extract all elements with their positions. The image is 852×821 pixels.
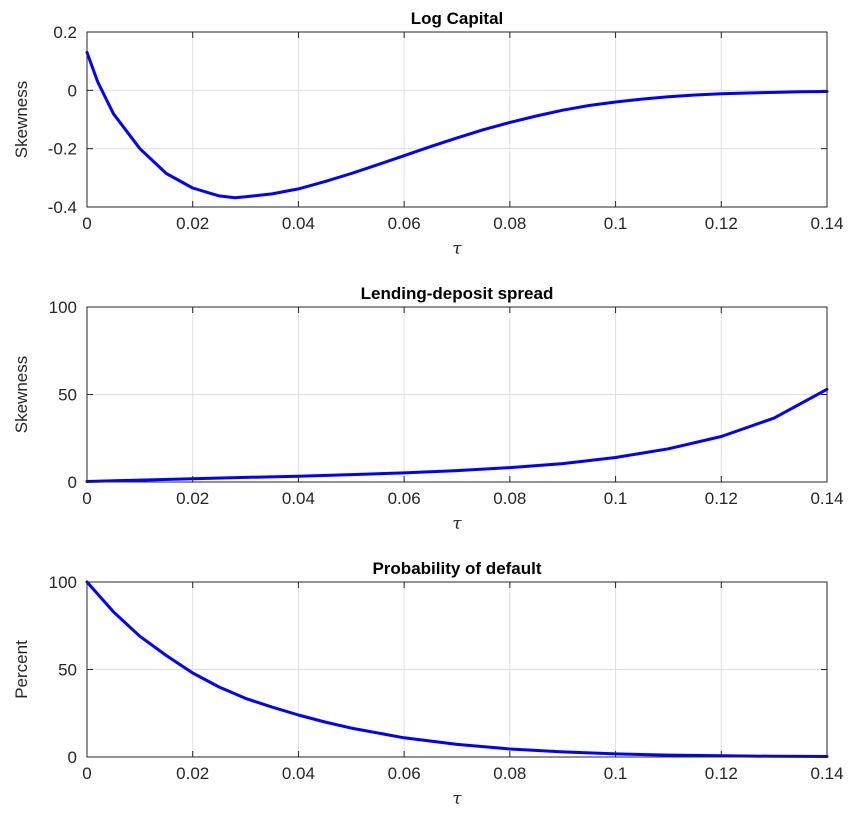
y-axis-label: Skewness [12,356,31,433]
x-tick-label: 0 [82,764,91,783]
x-tick-label: 0.1 [604,214,628,233]
x-axis-label: τ [452,239,462,259]
series-line [85,387,829,483]
x-tick-label: 0.1 [604,764,628,783]
y-axis-label: Percent [12,640,31,699]
x-tick-label: 0.1 [604,489,628,508]
x-tick-label: 0.04 [282,214,315,233]
x-tick-label: 0.14 [810,214,843,233]
x-tick-label: 0.06 [388,489,421,508]
subplot-3: 0 0.02 0.04 0.06 0.08 0.1 0.12 0.14 0 50 100 Probab… [12,559,844,809]
x-tick-label: 0.12 [705,214,738,233]
x-tick-label: 0.08 [493,214,526,233]
x-tick-label: 0.06 [388,764,421,783]
x-tick-label: 0.04 [282,489,315,508]
y-tick-label: -0.4 [48,198,77,217]
y-tick-label: 100 [49,298,77,317]
y-tick-label: 100 [49,573,77,592]
y-tick-label: 0 [68,81,77,100]
chart-title: Lending-deposit spread [361,284,554,303]
subplot-2: 0 0.02 0.04 0.06 0.08 0.1 0.12 0.14 0 50 100 Lendin… [12,284,844,534]
y-tick-label: 50 [58,386,77,405]
x-tick-label: 0.02 [176,489,209,508]
x-tick-label: 0 [82,214,91,233]
x-tick-label: 0.06 [388,214,421,233]
series-line [85,580,829,758]
x-tick-label: 0.08 [493,764,526,783]
y-tick-label: -0.2 [48,140,77,159]
x-axis-label: τ [452,789,462,809]
series-line [85,50,829,200]
y-axis-label: Skewness [12,81,31,158]
y-tick-label: 0 [68,748,77,767]
subplot-1: 0 0.02 0.04 0.06 0.08 0.1 0.12 0.14 -0.4 -0.2 0 0.2… [12,9,844,259]
x-tick-label: 0.04 [282,764,315,783]
y-tick-label: 0 [68,473,77,492]
x-tick-label: 0.02 [176,214,209,233]
y-tick-label: 0.2 [53,23,77,42]
y-tick-label: 50 [58,661,77,680]
x-tick-label: 0.02 [176,764,209,783]
x-tick-label: 0 [82,489,91,508]
x-axis-label: τ [452,514,462,534]
chart-title: Probability of default [372,559,541,578]
axes-box [86,31,828,208]
x-tick-label: 0.14 [810,489,843,508]
x-tick-label: 0.12 [705,489,738,508]
x-tick-label: 0.08 [493,489,526,508]
x-tick-label: 0.14 [810,764,843,783]
x-tick-label: 0.12 [705,764,738,783]
chart-title: Log Capital [411,9,504,28]
